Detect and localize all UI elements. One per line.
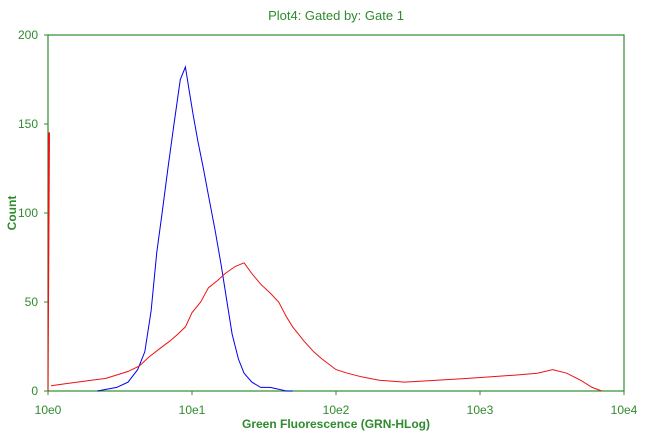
y-axis-label: Count (5, 196, 19, 231)
series-line (51, 262, 602, 392)
x-tick-label: 10e1 (179, 403, 206, 417)
plot-frame (47, 34, 625, 392)
y-tick-label: 50 (25, 295, 39, 309)
series-layer (47, 65, 602, 392)
x-tick-label: 10e0 (35, 403, 62, 417)
tick-layer: 10e0 10e1 10e2 10e3 10e4 0 50 100 150 200 (18, 28, 638, 417)
chart-title: Plot4: Gated by: Gate 1 (268, 8, 404, 23)
x-tick-label: 10e3 (467, 403, 494, 417)
x-tick-label: 10e4 (611, 403, 638, 417)
x-axis-label: Green Fluorescence (GRN-HLog) (242, 417, 430, 431)
series-line (97, 65, 293, 392)
y-tick-label: 100 (18, 206, 38, 220)
series-line (47, 132, 51, 392)
y-tick-label: 150 (18, 117, 38, 131)
x-tick-label: 10e2 (323, 403, 350, 417)
y-tick-label: 200 (18, 28, 38, 42)
y-tick-label: 0 (31, 384, 38, 398)
